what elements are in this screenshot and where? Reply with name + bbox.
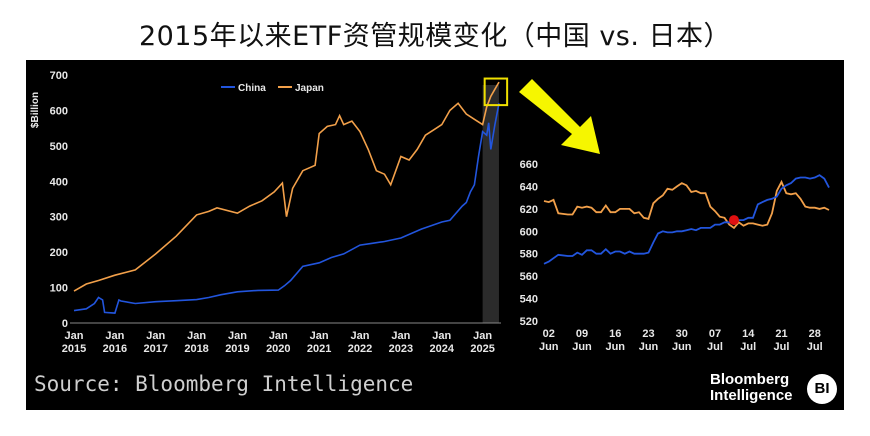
inset-y-tick-label: 620 <box>520 204 538 216</box>
chart-panel: 0 100 200 300 400 500 600 700 Jan 2015 Jan 2016 Jan… <box>26 60 844 410</box>
inset-x-tick-sublabel: Jul <box>707 341 723 353</box>
bloomberg-intelligence-logo: Bloomberg Intelligence BI <box>710 372 840 406</box>
main-x-tick-sublabel: 2016 <box>103 343 127 355</box>
inset-x-tick-sublabel: Jul <box>740 341 756 353</box>
logo-line-2: Intelligence <box>710 388 802 404</box>
main-x-tick-sublabel: 2017 <box>143 343 167 355</box>
inset-y-tick-label: 520 <box>520 316 538 328</box>
zoom-arrow-icon <box>519 79 600 154</box>
inset-x-tick-sublabel: Jun <box>605 341 625 353</box>
main-x-tick-sublabel: 2024 <box>430 343 455 355</box>
main-y-tick-label: 600 <box>50 105 68 117</box>
inset-x-tick-label: 23 <box>642 328 654 340</box>
inset-y-tick-label: 600 <box>520 226 538 238</box>
main-x-tick-sublabel: 2018 <box>184 343 208 355</box>
main-y-axis-label: $Billion <box>30 92 41 128</box>
main-y-tick-label: 200 <box>50 247 68 259</box>
inset-x-tick-label: 16 <box>609 328 621 340</box>
inset-series-china <box>544 175 829 264</box>
inset-x-tick-sublabel: Jul <box>807 341 823 353</box>
inset-x-tick-sublabel: Jun <box>639 341 659 353</box>
main-x-tick-label: Jan <box>391 330 410 342</box>
main-y-tick-label: 700 <box>50 70 68 82</box>
main-y-ticks: 0 100 200 300 400 500 600 700 <box>50 70 68 330</box>
main-y-tick-label: 400 <box>50 176 68 188</box>
main-x-tick-label: Jan <box>351 330 370 342</box>
main-y-tick-label: 100 <box>50 283 68 295</box>
main-series-china <box>74 103 499 313</box>
inset-y-tick-label: 540 <box>520 294 538 306</box>
inset-x-tick-label: 28 <box>809 328 821 340</box>
legend-china-label: China <box>238 83 266 94</box>
main-x-tick-label: Jan <box>228 330 247 342</box>
inset-x-tick-label: 09 <box>576 328 588 340</box>
main-y-tick-label: 0 <box>62 318 68 330</box>
inset-x-tick-label: 30 <box>676 328 688 340</box>
main-x-tick-label: Jan <box>146 330 165 342</box>
logo-badge-icon: BI <box>807 374 837 404</box>
inset-y-tick-label: 640 <box>520 181 538 193</box>
logo-line-1: Bloomberg <box>710 372 802 388</box>
logo-wordmark: Bloomberg Intelligence <box>710 372 802 404</box>
inset-x-tick-sublabel: Jun <box>672 341 692 353</box>
main-x-ticks: Jan2015Jan2016Jan2017Jan2018Jan2019Jan20… <box>62 330 495 355</box>
inset-marker-dot <box>729 215 739 225</box>
main-x-tick-label: Jan <box>105 330 124 342</box>
inset-x-tick-label: 02 <box>543 328 555 340</box>
main-y-tick-label: 500 <box>50 141 68 153</box>
legend: China Japan <box>221 83 324 94</box>
main-x-tick-label: Jan <box>269 330 288 342</box>
inset-series-japan <box>544 182 829 228</box>
zoom-arrow <box>519 79 600 154</box>
main-y-tick-label: 300 <box>50 212 68 224</box>
inset-x-ticks: 02Jun09Jun16Jun23Jun30Jun07Jul14Jul21Jul… <box>539 328 823 353</box>
inset-y-tick-label: 560 <box>520 271 538 283</box>
main-x-tick-sublabel: 2015 <box>62 343 86 355</box>
main-x-tick-sublabel: 2022 <box>348 343 372 355</box>
main-x-tick-sublabel: 2020 <box>266 343 290 355</box>
main-x-tick-label: Jan <box>65 330 84 342</box>
legend-japan-label: Japan <box>295 83 324 94</box>
main-series-japan <box>74 82 499 291</box>
inset-x-tick-sublabel: Jun <box>539 341 559 353</box>
main-x-tick-sublabel: 2025 <box>470 343 494 355</box>
source-note: Source: Bloomberg Intelligence <box>34 372 413 396</box>
inset-x-tick-label: 21 <box>775 328 787 340</box>
main-x-tick-label: Jan <box>310 330 329 342</box>
main-x-tick-sublabel: 2021 <box>307 343 331 355</box>
inset-y-tick-label: 660 <box>520 159 538 171</box>
inset-y-ticks: 520 540 560 580 600 620 640 660 <box>520 159 538 328</box>
main-x-tick-sublabel: 2023 <box>389 343 413 355</box>
page-title: 2015年以来ETF资管规模变化（中国 vs. 日本） <box>0 14 870 53</box>
inset-x-tick-sublabel: Jun <box>572 341 592 353</box>
inset-x-tick-sublabel: Jul <box>774 341 790 353</box>
inset-x-tick-label: 14 <box>742 328 755 340</box>
main-x-tick-label: Jan <box>473 330 492 342</box>
main-x-tick-sublabel: 2019 <box>225 343 249 355</box>
inset-x-tick-label: 07 <box>709 328 721 340</box>
inset-y-tick-label: 580 <box>520 249 538 261</box>
main-x-tick-label: Jan <box>432 330 451 342</box>
main-x-tick-label: Jan <box>187 330 206 342</box>
recent-period-shading <box>483 85 499 323</box>
